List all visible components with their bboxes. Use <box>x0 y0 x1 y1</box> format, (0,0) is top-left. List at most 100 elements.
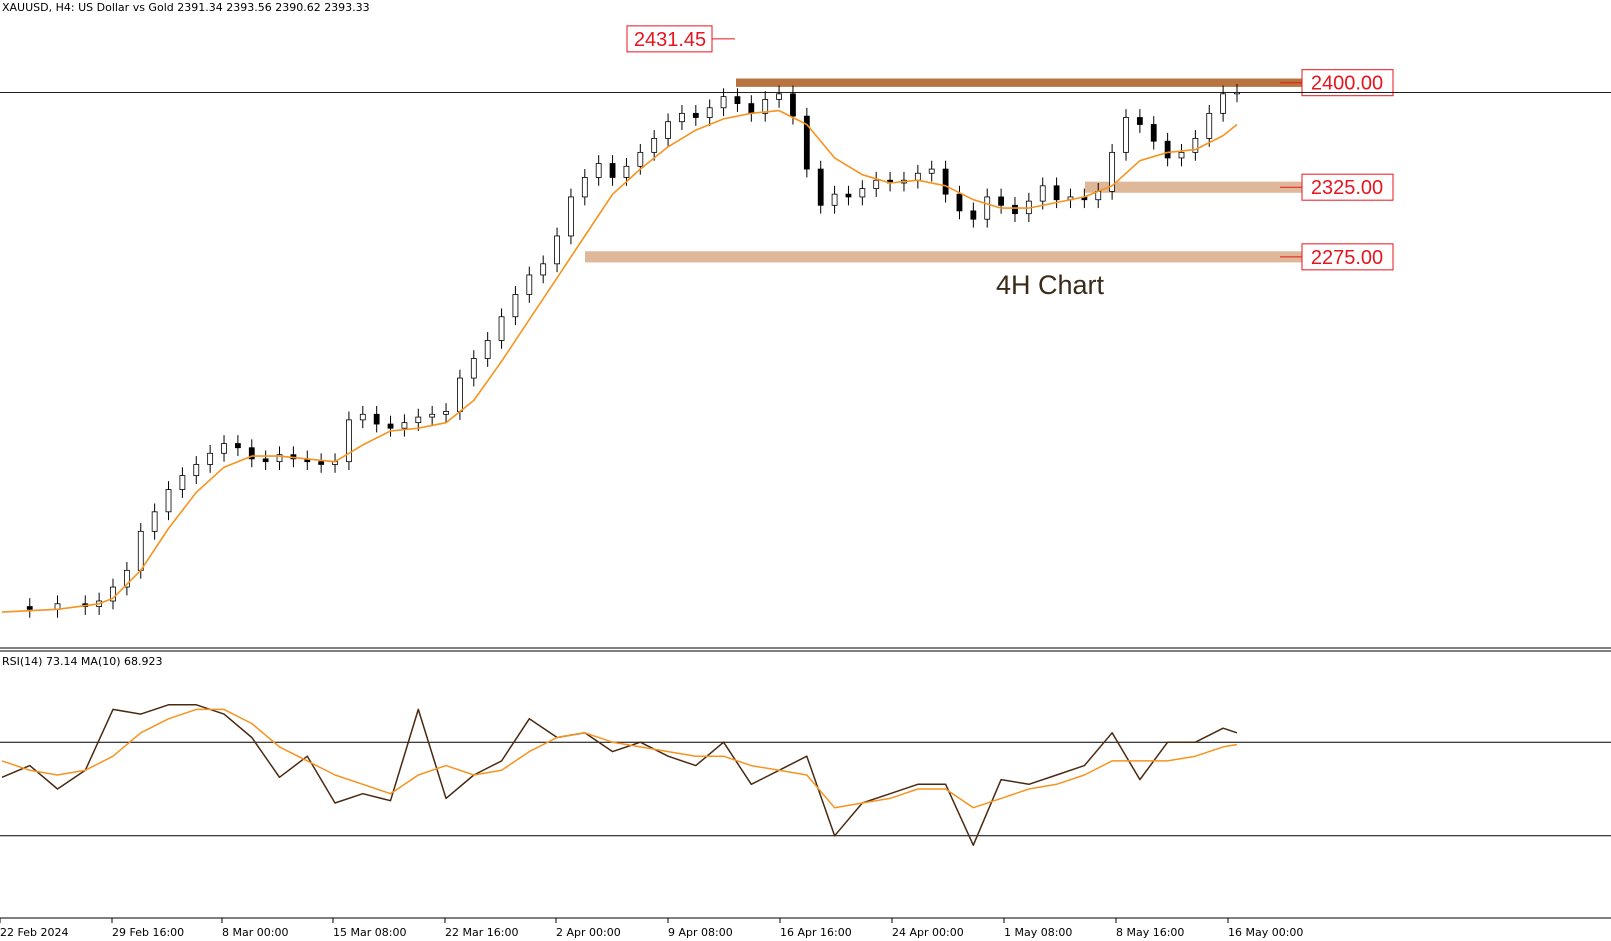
price-candle <box>346 419 352 463</box>
price-candle <box>1053 185 1060 201</box>
price-candle <box>568 196 574 237</box>
time-tick-label: 22 Feb 2024 <box>0 926 68 939</box>
price-series <box>1 84 1240 618</box>
price-candle <box>734 96 741 104</box>
price-candle <box>165 489 172 513</box>
price-candle <box>554 235 560 265</box>
price-candle <box>276 454 283 463</box>
time-tick-label: 24 Apr 00:00 <box>892 926 964 939</box>
time-tick-label: 29 Feb 16:00 <box>112 926 184 939</box>
level-band-3 <box>585 251 1302 263</box>
price-candle <box>484 340 491 359</box>
price-candle <box>443 411 449 415</box>
price-candle <box>692 112 699 118</box>
price-candle <box>595 163 602 178</box>
price-candle <box>1123 117 1129 153</box>
price-candle <box>26 606 33 610</box>
level-label-box-3 <box>1301 243 1394 271</box>
price-candle <box>845 193 852 198</box>
rsi-ma-line <box>1 708 1238 809</box>
price-candle <box>1012 204 1018 215</box>
price-candle <box>762 99 769 114</box>
price-candle <box>193 464 200 476</box>
price-candle <box>540 263 547 276</box>
price-candle <box>248 447 255 460</box>
peak-label: 2431.45 <box>634 29 706 51</box>
level-label-box-2 <box>1301 173 1394 201</box>
price-candle <box>1220 93 1227 114</box>
price-candle <box>457 377 463 412</box>
time-tick-label: 8 May 16:00 <box>1116 926 1184 939</box>
time-tick-label: 2 Apr 00:00 <box>556 926 621 939</box>
price-candle <box>470 358 477 379</box>
time-tick-label: 16 May 00:00 <box>1228 926 1303 939</box>
price-candle <box>387 423 394 429</box>
price-candle <box>373 413 380 425</box>
time-tick-label: 8 Mar 00:00 <box>222 926 288 939</box>
price-candle <box>1136 117 1143 125</box>
price-candle <box>831 193 838 206</box>
price-candle <box>581 177 588 198</box>
price-candle <box>151 511 158 532</box>
price-candle <box>1206 112 1213 139</box>
price-candle <box>665 121 671 139</box>
price-candle <box>1150 124 1157 142</box>
price-candle <box>512 294 519 318</box>
price-candle <box>234 443 241 449</box>
chart-annotation: 4H Chart <box>996 270 1105 300</box>
price-candle <box>221 443 227 454</box>
price-candle <box>914 172 921 181</box>
price-candle <box>1039 185 1046 202</box>
price-candle <box>1234 92 1240 95</box>
price-candle <box>817 168 824 206</box>
price-candle <box>1178 151 1185 159</box>
price-candle <box>679 112 685 123</box>
price-candle <box>1109 151 1116 192</box>
price-candle <box>401 422 408 429</box>
price-candle <box>928 168 935 174</box>
level-label-box-1 <box>1301 69 1394 97</box>
moving-average-line <box>1 109 1238 613</box>
price-candle <box>776 93 782 100</box>
price-candle <box>526 274 533 295</box>
price-candle <box>498 316 505 341</box>
chart-header: XAUUSD, H4: US Dollar vs Gold 2391.34 23… <box>2 1 370 14</box>
time-tick-label: 15 Mar 08:00 <box>333 926 406 939</box>
price-candle <box>748 103 755 114</box>
price-candle <box>415 416 422 424</box>
price-candle <box>1164 140 1171 159</box>
time-tick-label: 9 Apr 08:00 <box>668 926 733 939</box>
price-candle <box>859 188 866 198</box>
price-candle <box>359 413 366 421</box>
price-candle <box>720 96 727 109</box>
price-candle <box>956 193 963 212</box>
support-resistance-levels: 2400.00 2325.00 2275.00 2431.45 <box>0 25 1611 271</box>
price-candle <box>803 115 810 170</box>
price-candle <box>637 151 644 167</box>
price-candle <box>970 210 977 220</box>
price-candle <box>262 458 269 463</box>
price-candle <box>998 196 1005 206</box>
price-candle <box>137 530 144 571</box>
time-tick-label: 22 Mar 16:00 <box>445 926 518 939</box>
time-tick-label: 16 Apr 16:00 <box>780 926 852 939</box>
price-candle <box>609 163 616 178</box>
price-candle <box>123 569 130 588</box>
price-candle <box>873 179 880 189</box>
price-candle <box>110 586 116 602</box>
price-candle <box>790 93 796 117</box>
time-axis-ticks: 22 Feb 2024 29 Feb 16:00 8 Mar 00:00 15 Mar… <box>0 918 1303 939</box>
level-label-3: 2275.00 <box>1311 247 1383 269</box>
level-label-2: 2325.00 <box>1311 177 1383 199</box>
price-candle <box>984 196 991 220</box>
price-candle <box>207 452 214 465</box>
time-tick-label: 1 May 08:00 <box>1004 926 1072 939</box>
price-candle <box>651 138 658 153</box>
level-label-1: 2400.00 <box>1311 73 1383 95</box>
price-candle <box>706 107 713 118</box>
level-band-1 <box>736 78 1302 87</box>
price-candle <box>318 461 325 465</box>
price-candle <box>429 413 436 418</box>
